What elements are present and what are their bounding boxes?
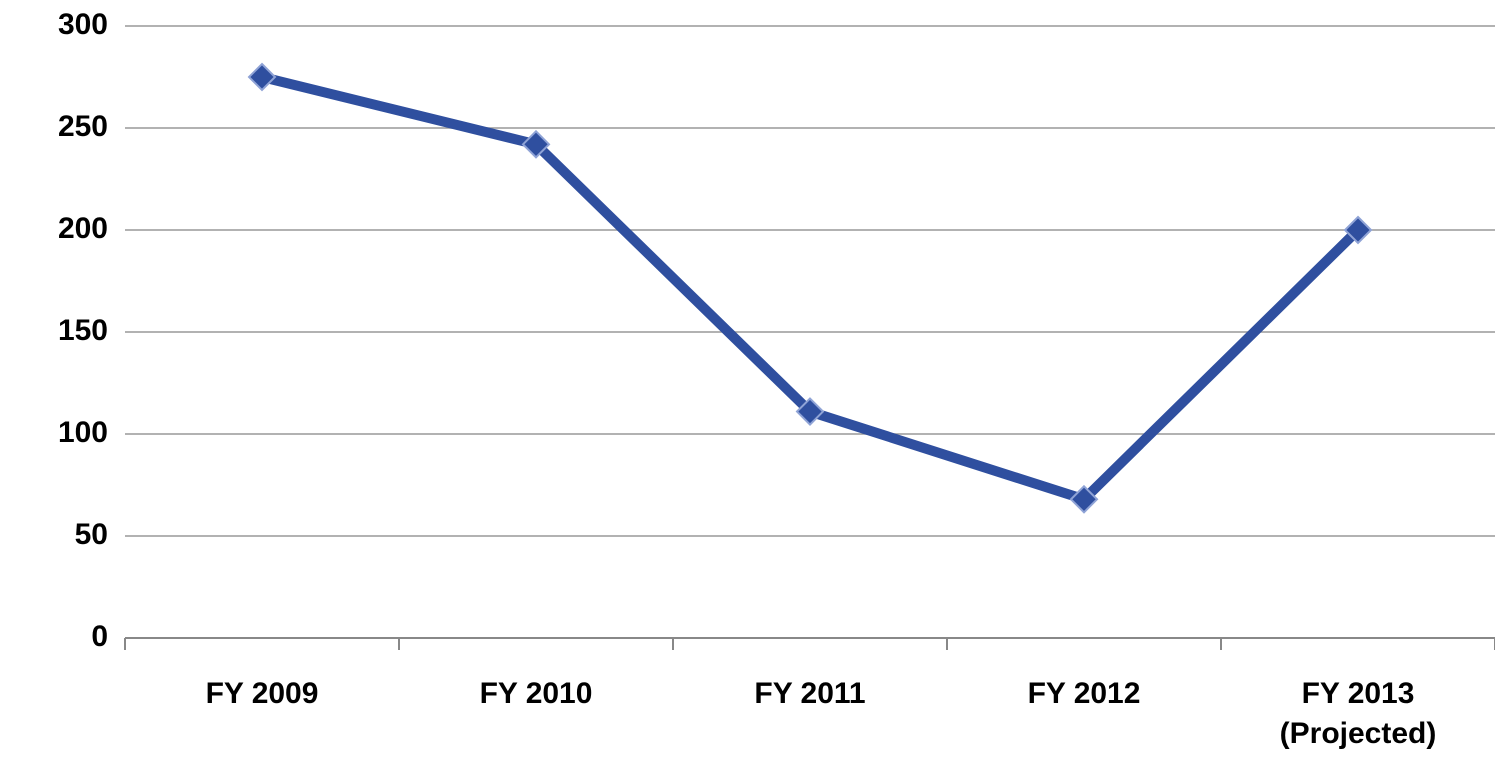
x-tick-label: FY 2013 (Projected) [1279, 677, 1437, 750]
x-tick-label: FY 2010 [479, 677, 593, 710]
y-tick-label: 0 [91, 620, 108, 653]
y-tick-label: 150 [58, 314, 108, 347]
marker [247, 62, 277, 92]
marker [795, 397, 825, 426]
y-tick-label: 200 [58, 212, 108, 245]
y-tick-label: 100 [58, 416, 108, 449]
marker [1069, 484, 1099, 514]
marker [521, 129, 551, 159]
y-tick-label: 50 [75, 518, 108, 551]
line [260, 72, 1362, 505]
x-tick-label: FY 2012 [1027, 677, 1141, 710]
y-tick-label: 250 [58, 110, 108, 143]
marker [1343, 215, 1373, 245]
x-tick-label: FY 2011 [754, 677, 866, 710]
x-tick-label: FY 2009 [205, 677, 319, 710]
y-tick-label: 300 [58, 8, 108, 41]
